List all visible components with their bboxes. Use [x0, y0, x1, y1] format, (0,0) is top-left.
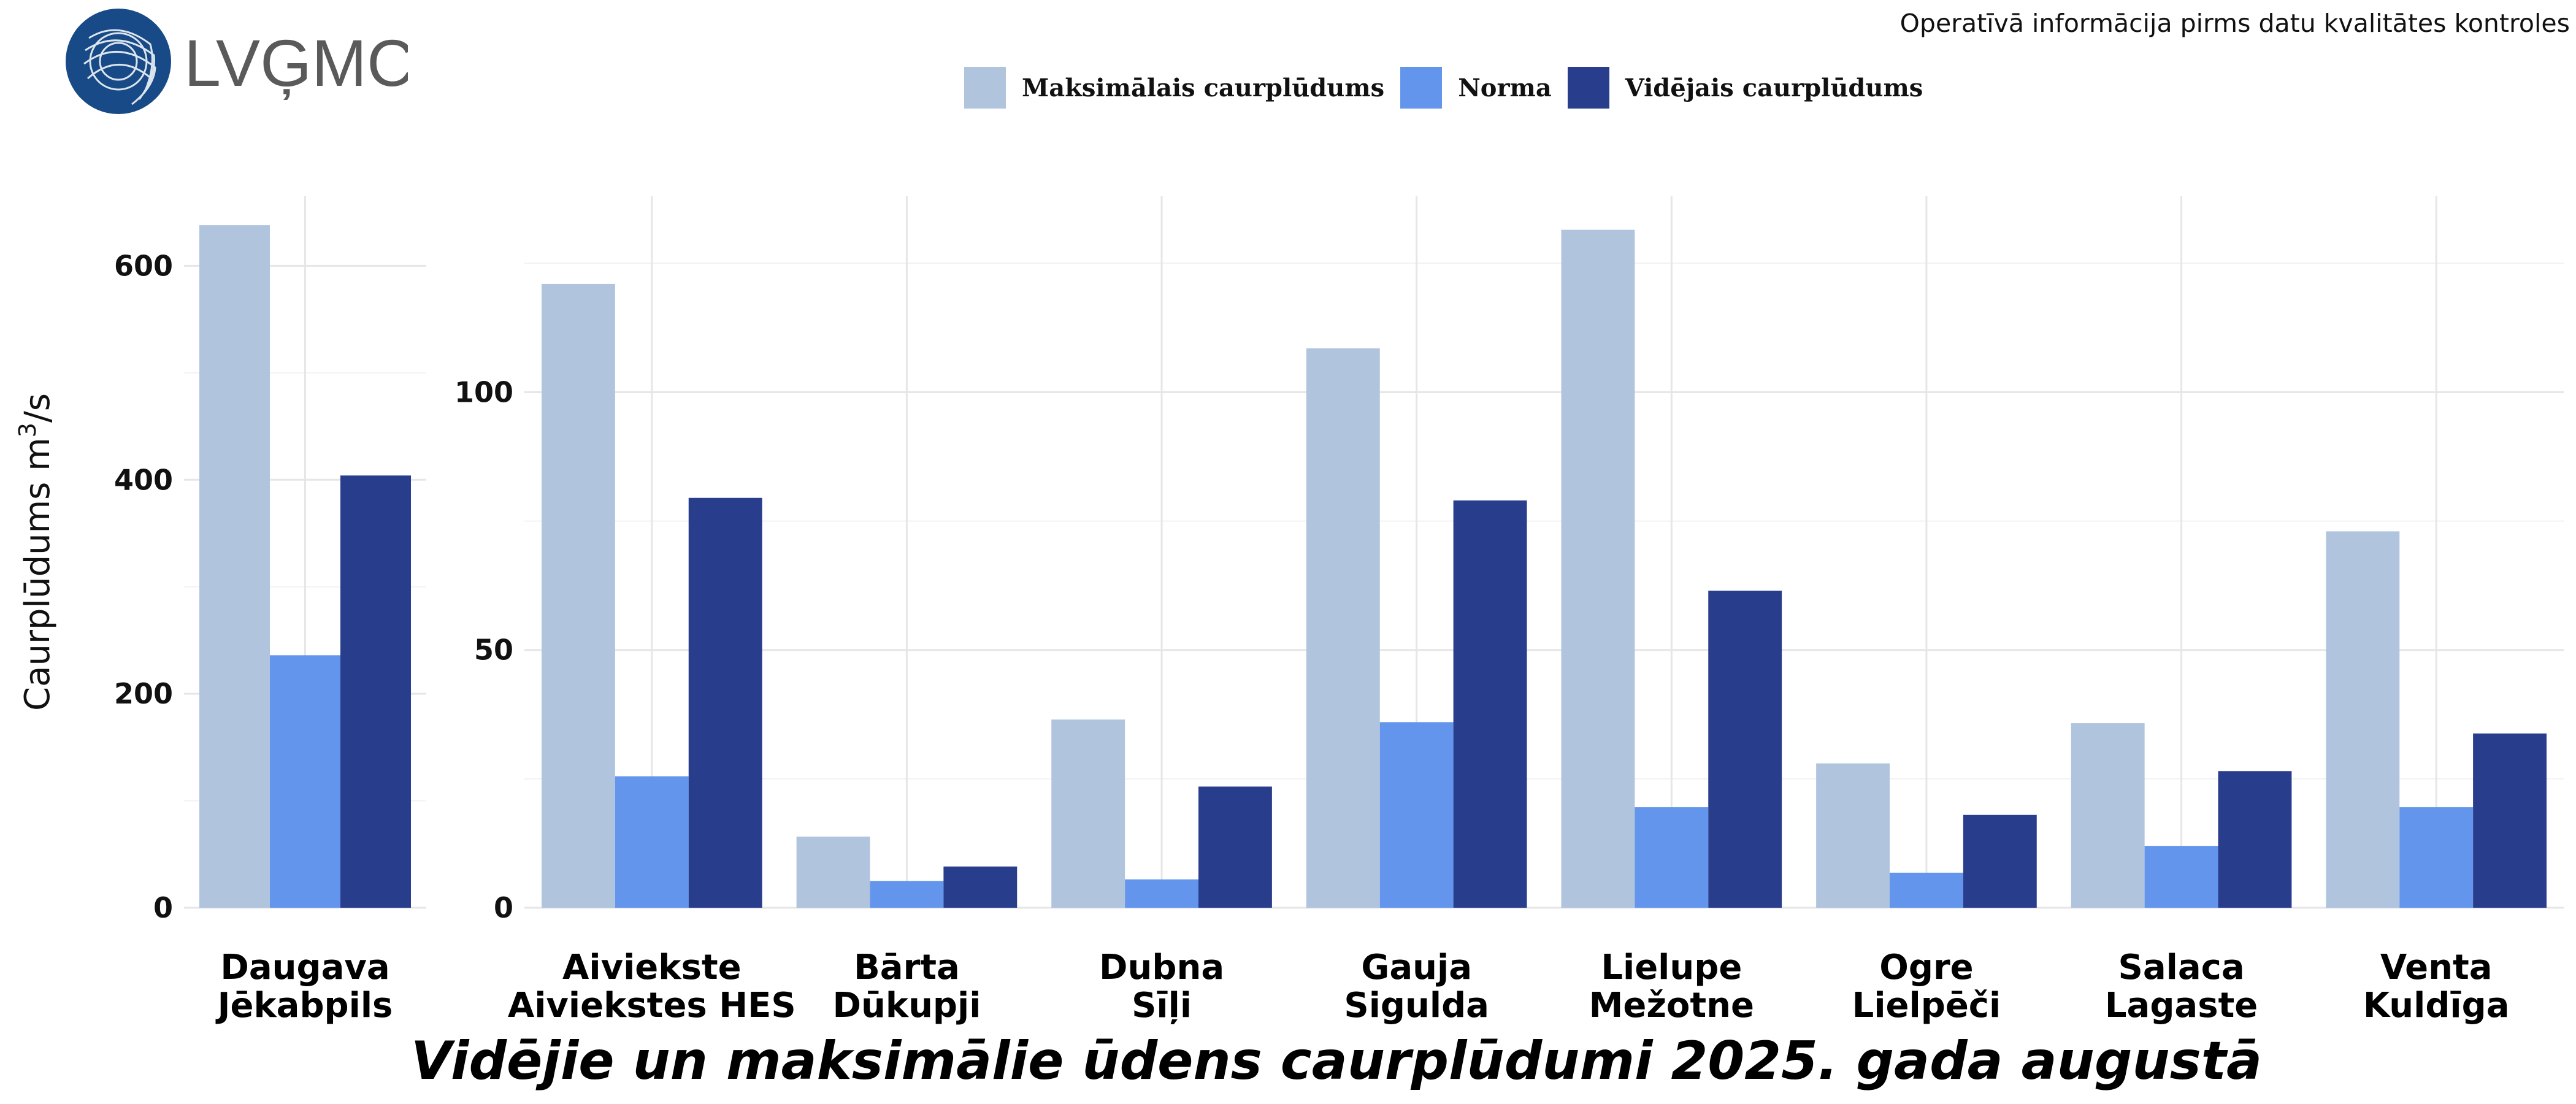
y-tick-label: 0 [153, 891, 173, 924]
y-tick-label: 600 [114, 249, 173, 282]
x-tick-label-river: Ogre [1879, 948, 1973, 987]
x-tick-label-station: Lagaste [2105, 986, 2258, 1025]
x-tick-label-river: Daugava [220, 948, 389, 987]
x-tick-label-station: Mežotne [1589, 986, 1754, 1025]
x-tick-label-station: Lielpēči [1852, 986, 2001, 1025]
bar-dubna-1 [1125, 879, 1198, 908]
bar-dubna-2 [1198, 786, 1272, 908]
x-tick-label-river: Lielupe [1601, 948, 1742, 987]
x-tick-label-station: Dūkupji [832, 986, 981, 1025]
y-tick-label: 400 [114, 463, 173, 496]
lvgmc-logo: LVĢMC [66, 9, 408, 114]
y-tick-label: 0 [494, 891, 513, 924]
legend-swatch [1400, 67, 1443, 109]
x-tick-label-river: Bārta [854, 948, 960, 987]
bar-bārta-0 [796, 837, 870, 908]
bar-lielupe-1 [1635, 807, 1709, 908]
bar-venta-1 [2399, 807, 2474, 908]
bar-gauja-0 [1306, 348, 1380, 908]
bar-bārta-1 [870, 881, 944, 908]
bar-salaca-2 [2218, 771, 2292, 908]
bar-ogre-1 [1890, 872, 1963, 908]
chart-title: Vidējie un maksimālie ūdens caurplūdumi … [410, 1030, 2262, 1092]
x-tick-label-river: Salaca [2118, 948, 2245, 987]
legend-item-0: Maksimālais caurplūdums [964, 67, 1384, 109]
bar-aiviekste-2 [688, 497, 762, 908]
legend-label: Vidējais caurplūdums [1625, 73, 1923, 102]
y-axis-label: Caurplūdums m3/s [14, 393, 58, 711]
y-tick-label: 50 [474, 634, 513, 667]
legend-item-1: Norma [1400, 67, 1552, 109]
y-tick-label: 200 [114, 677, 173, 710]
x-tick-label-river: Venta [2380, 948, 2493, 987]
legend-item-2: Vidējais caurplūdums [1567, 67, 1923, 109]
bar-venta-2 [2473, 733, 2547, 908]
y-tick-label: 100 [454, 375, 513, 408]
data-quality-note: Operatīvā informācija pirms datu kvalitā… [1899, 9, 2570, 38]
bar-lielupe-2 [1708, 591, 1782, 908]
x-tick-label-station: Aiviekstes HES [508, 986, 796, 1025]
bar-aiviekste-0 [542, 283, 615, 908]
bar-gauja-2 [1453, 500, 1527, 908]
bar-lielupe-0 [1561, 229, 1635, 908]
bar-daugava-1 [270, 655, 340, 908]
legend-swatch [964, 67, 1006, 109]
legend-label: Norma [1458, 73, 1552, 102]
bar-daugava-0 [199, 225, 270, 908]
bar-ogre-2 [1963, 815, 2037, 908]
bar-aiviekste-1 [615, 776, 689, 908]
legend-swatch [1567, 67, 1609, 109]
bar-salaca-0 [2071, 723, 2145, 908]
bar-bārta-2 [943, 866, 1018, 908]
bar-salaca-1 [2144, 846, 2218, 908]
chart-legend: Maksimālais caurplūdums Norma Vidējais cau… [964, 66, 1939, 109]
x-tick-label-river: Gauja [1361, 948, 1472, 987]
bar-dubna-0 [1051, 719, 1125, 908]
x-tick-label-station: Sigulda [1344, 986, 1489, 1025]
bar-venta-0 [2326, 531, 2400, 908]
bar-daugava-2 [340, 475, 411, 908]
x-tick-label-station: Sīļi [1132, 986, 1192, 1025]
legend-label: Maksimālais caurplūdums [1022, 73, 1385, 102]
logo-wordmark: LVĢMC [184, 26, 408, 100]
x-tick-label-station: Kuldīga [2363, 986, 2510, 1025]
bar-gauja-1 [1379, 722, 1454, 908]
logo-globe-icon [66, 9, 171, 114]
bar-ogre-0 [1816, 763, 1890, 908]
x-tick-label-river: Dubna [1099, 948, 1224, 987]
x-tick-label-station: Jēkabpils [215, 986, 393, 1025]
x-tick-label-river: Aiviekste [562, 948, 742, 987]
